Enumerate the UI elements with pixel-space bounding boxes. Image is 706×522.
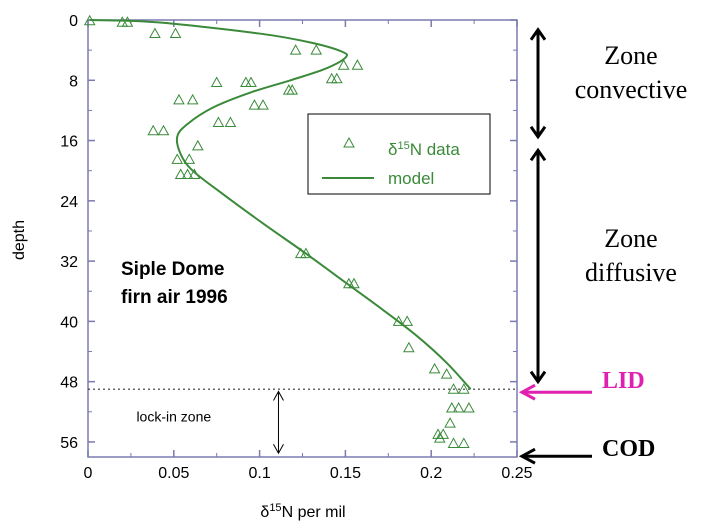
- data-point: [147, 124, 160, 136]
- site-text-line: Siple Dome: [121, 259, 224, 280]
- y-tick-label: 40: [60, 314, 78, 331]
- data-point: [447, 437, 460, 448]
- data-point: [188, 168, 201, 179]
- model-line: [89, 19, 472, 390]
- data-point: [445, 401, 458, 413]
- y-axis-ticks: 0 8 16 24 32 40 48 56: [60, 13, 517, 452]
- data-point: [325, 72, 338, 84]
- data-point: [83, 14, 96, 26]
- lock-in-label: lock-in zone: [136, 409, 211, 425]
- data-points: [83, 14, 475, 448]
- lock-in-arrow-head-bottom: [273, 443, 284, 455]
- zone-marker-head-bottom: [529, 370, 547, 385]
- data-point: [169, 27, 182, 39]
- zone-markers: [518, 27, 592, 465]
- data-point: [330, 72, 343, 84]
- x-tick-label: 0.15: [330, 465, 361, 482]
- data-point: [186, 93, 199, 105]
- data-point: [286, 84, 299, 95]
- y-tick-label: 0: [69, 13, 78, 30]
- data-point: [240, 76, 252, 88]
- data-point: [212, 116, 225, 127]
- site-text-line: firn air 1996: [121, 287, 228, 308]
- zone-diffusive-line1: Zone: [604, 224, 658, 253]
- data-point: [401, 315, 414, 326]
- data-point: [392, 315, 405, 326]
- data-point: [181, 168, 194, 179]
- zone-convective-line1: Zone: [604, 41, 658, 70]
- data-point: [457, 383, 470, 394]
- x-tick-label: 0.1: [248, 465, 270, 482]
- data-point: [440, 368, 453, 379]
- data-point: [282, 84, 295, 95]
- legend-box: [307, 113, 491, 195]
- x-tick-label: 0.2: [420, 465, 442, 482]
- x-axis-ticks: 0 0.05 0.1 0.15 0.2 0.25: [84, 20, 533, 482]
- data-point: [300, 247, 312, 259]
- y-tick-label: 16: [60, 134, 78, 151]
- data-point: [310, 44, 323, 55]
- data-point: [257, 99, 269, 110]
- cod-label: COD: [602, 436, 656, 462]
- x-tick-label: 0: [84, 465, 93, 482]
- data-point: [447, 383, 460, 394]
- zone-marker-head-top: [529, 27, 547, 41]
- data-point: [433, 432, 446, 443]
- data-point: [183, 153, 196, 164]
- data-point: [444, 417, 456, 428]
- x-axis-label: δ15N per mil: [260, 502, 345, 521]
- data-point: [210, 76, 223, 88]
- lid-label: LID: [602, 368, 645, 394]
- legend-label-model: model: [388, 169, 434, 188]
- data-point: [289, 44, 302, 55]
- data-point: [116, 16, 129, 27]
- y-tick-label: 48: [60, 375, 78, 392]
- data-point: [351, 59, 364, 70]
- data-point: [174, 168, 187, 179]
- y-tick-label: 32: [60, 254, 78, 271]
- zone-diffusive-label: Zone diffusive: [556, 222, 706, 290]
- lock-in-arrow-head-top: [273, 390, 284, 401]
- data-point: [173, 93, 185, 105]
- data-point: [171, 153, 184, 164]
- data-point: [245, 76, 257, 88]
- data-point: [428, 362, 441, 374]
- plot-frame: [87, 19, 518, 458]
- data-point: [149, 27, 161, 39]
- side-arrow-head: [518, 447, 536, 465]
- data-point: [224, 116, 237, 127]
- data-point: [121, 16, 134, 27]
- data-point: [348, 277, 360, 289]
- data-point: [403, 341, 415, 353]
- data-point: [191, 139, 204, 151]
- data-point: [452, 401, 465, 413]
- lock-in-zone: lock-in zone: [88, 388, 517, 455]
- legend-marker-data: [343, 136, 355, 148]
- data-point: [337, 59, 350, 70]
- side-arrow-head: [518, 383, 536, 401]
- zone-marker-head-top: [529, 147, 547, 162]
- y-tick-label: 8: [69, 73, 78, 90]
- y-axis-label: depth: [11, 220, 28, 260]
- zone-convective-line2: convective: [574, 75, 688, 104]
- y-tick-label: 24: [60, 194, 78, 211]
- data-point: [463, 401, 475, 413]
- legend-label-data: δ15N data: [388, 140, 460, 159]
- model-curve: [89, 19, 472, 390]
- data-point: [248, 99, 261, 110]
- chart-axes: [87, 19, 518, 458]
- y-tick-label: 56: [60, 435, 78, 452]
- zone-diffusive-line2: diffusive: [585, 258, 677, 287]
- x-tick-label: 0.25: [501, 465, 532, 482]
- data-point: [157, 124, 170, 136]
- zone-marker-head-bottom: [529, 125, 547, 140]
- site-annotation: Siple Dome firn air 1996: [121, 259, 228, 308]
- legend: δ15N data model: [307, 113, 491, 195]
- x-tick-label: 0.05: [158, 465, 189, 482]
- data-point: [457, 437, 470, 448]
- zone-convective-label: Zone convective: [556, 39, 706, 107]
